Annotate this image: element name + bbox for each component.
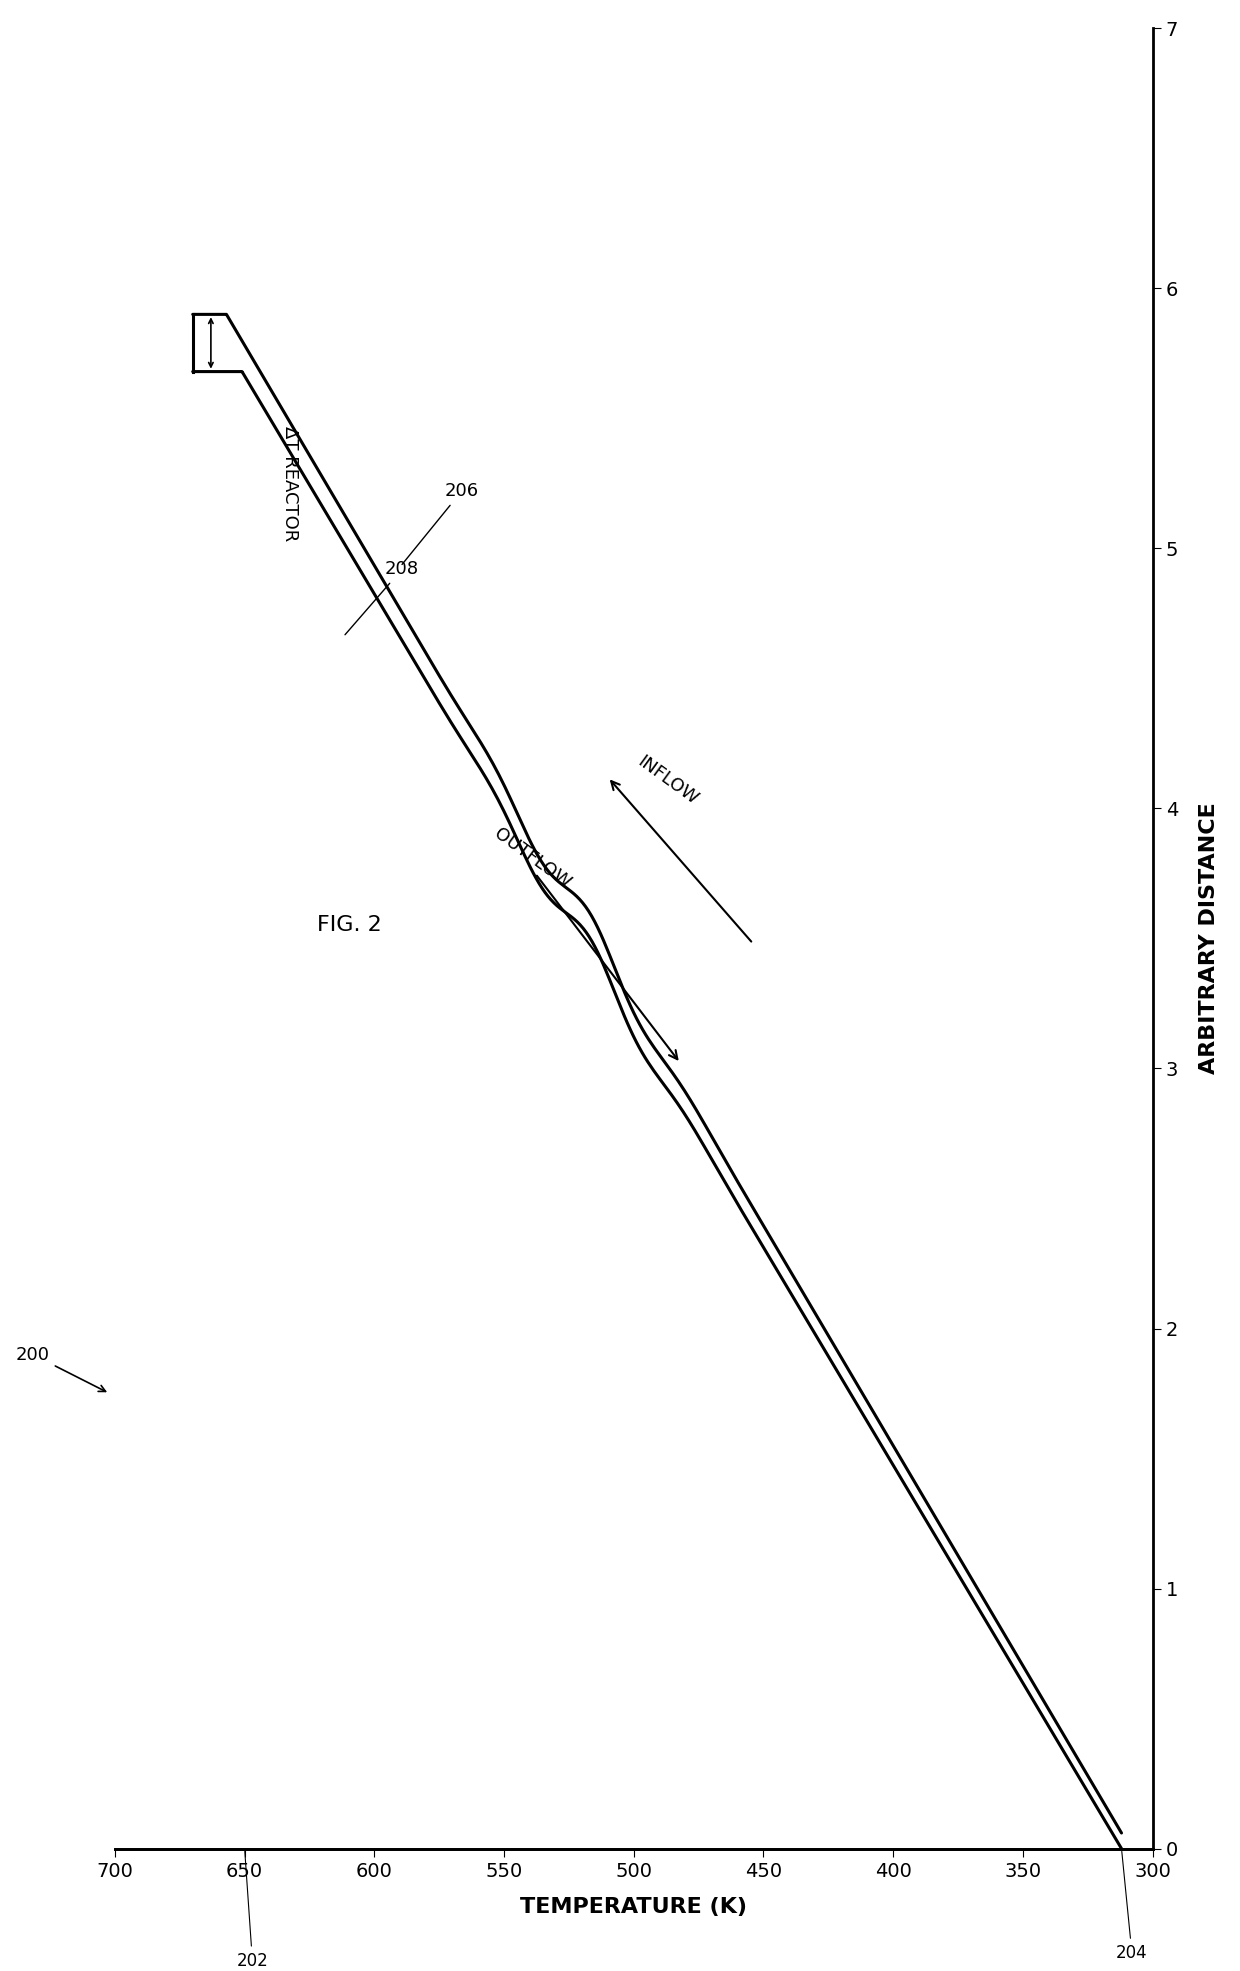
Text: OUTFLOW: OUTFLOW (491, 824, 574, 891)
Text: 204: 204 (1116, 1851, 1148, 1961)
Y-axis label: ARBITRARY DISTANCE: ARBITRARY DISTANCE (1199, 802, 1219, 1074)
Text: 208: 208 (345, 560, 419, 635)
X-axis label: TEMPERATURE (K): TEMPERATURE (K) (521, 1898, 748, 1918)
Text: 202: 202 (237, 1851, 268, 1969)
Text: 206: 206 (402, 483, 479, 564)
Text: INFLOW: INFLOW (634, 753, 701, 808)
Text: 200: 200 (16, 1346, 105, 1392)
Text: ΔT REACTOR: ΔT REACTOR (281, 426, 299, 540)
Text: FIG. 2: FIG. 2 (317, 915, 382, 936)
